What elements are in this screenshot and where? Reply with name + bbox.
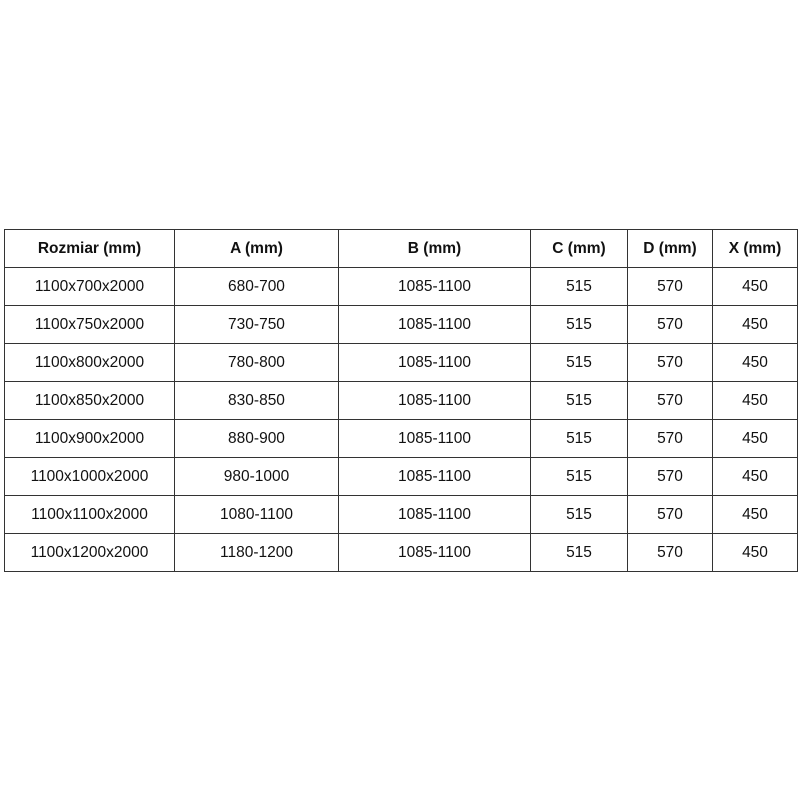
cell-c: 515 — [530, 343, 628, 382]
table-row: 1100x850x2000 830-850 1085-1100 515 570 450 — [4, 381, 798, 420]
cell-size: 1100x750x2000 — [4, 305, 175, 344]
table-row: 1100x1000x2000 980-1000 1085-1100 515 570 450 — [4, 457, 798, 496]
cell-size: 1100x1200x2000 — [4, 533, 175, 572]
cell-c: 515 — [530, 381, 628, 420]
cell-b: 1085-1100 — [338, 267, 531, 306]
cell-x: 450 — [712, 305, 798, 344]
cell-b: 1085-1100 — [338, 305, 531, 344]
cell-b: 1085-1100 — [338, 457, 531, 496]
table-row: 1100x700x2000 680-700 1085-1100 515 570 450 — [4, 267, 798, 306]
cell-c: 515 — [530, 419, 628, 458]
cell-a: 880-900 — [174, 419, 339, 458]
cell-d: 570 — [627, 305, 713, 344]
cell-c: 515 — [530, 457, 628, 496]
cell-a: 1180-1200 — [174, 533, 339, 572]
cell-b: 1085-1100 — [338, 495, 531, 534]
cell-d: 570 — [627, 267, 713, 306]
cell-d: 570 — [627, 343, 713, 382]
cell-a: 980-1000 — [174, 457, 339, 496]
cell-b: 1085-1100 — [338, 381, 531, 420]
cell-b: 1085-1100 — [338, 343, 531, 382]
cell-c: 515 — [530, 305, 628, 344]
table-row: 1100x1100x2000 1080-1100 1085-1100 515 570 45… — [4, 495, 798, 534]
cell-a: 830-850 — [174, 381, 339, 420]
table-row: 1100x1200x2000 1180-1200 1085-1100 515 570 45… — [4, 533, 798, 572]
cell-x: 450 — [712, 419, 798, 458]
column-header-c: C (mm) — [530, 229, 628, 268]
cell-a: 730-750 — [174, 305, 339, 344]
cell-b: 1085-1100 — [338, 533, 531, 572]
cell-d: 570 — [627, 495, 713, 534]
cell-x: 450 — [712, 343, 798, 382]
header-row: Rozmiar (mm) A (mm) B (mm) C (mm) D (mm) X (m… — [4, 229, 798, 268]
cell-a: 680-700 — [174, 267, 339, 306]
cell-d: 570 — [627, 457, 713, 496]
cell-size: 1100x850x2000 — [4, 381, 175, 420]
cell-size: 1100x1100x2000 — [4, 495, 175, 534]
cell-d: 570 — [627, 381, 713, 420]
cell-x: 450 — [712, 533, 798, 572]
cell-a: 1080-1100 — [174, 495, 339, 534]
cell-x: 450 — [712, 381, 798, 420]
column-header-x: X (mm) — [712, 229, 798, 268]
column-header-d: D (mm) — [627, 229, 713, 268]
cell-b: 1085-1100 — [338, 419, 531, 458]
table-row: 1100x750x2000 730-750 1085-1100 515 570 450 — [4, 305, 798, 344]
cell-x: 450 — [712, 457, 798, 496]
cell-c: 515 — [530, 267, 628, 306]
cell-d: 570 — [627, 533, 713, 572]
cell-x: 450 — [712, 267, 798, 306]
cell-size: 1100x700x2000 — [4, 267, 175, 306]
cell-c: 515 — [530, 533, 628, 572]
table-row: 1100x800x2000 780-800 1085-1100 515 570 450 — [4, 343, 798, 382]
cell-size: 1100x800x2000 — [4, 343, 175, 382]
column-header-size: Rozmiar (mm) — [4, 229, 175, 268]
table-row: 1100x900x2000 880-900 1085-1100 515 570 450 — [4, 419, 798, 458]
cell-size: 1100x900x2000 — [4, 419, 175, 458]
cell-size: 1100x1000x2000 — [4, 457, 175, 496]
cell-x: 450 — [712, 495, 798, 534]
cell-a: 780-800 — [174, 343, 339, 382]
column-header-b: B (mm) — [338, 229, 531, 268]
dimensions-table: Rozmiar (mm) A (mm) B (mm) C (mm) D (mm) X (m… — [4, 229, 798, 572]
cell-c: 515 — [530, 495, 628, 534]
cell-d: 570 — [627, 419, 713, 458]
column-header-a: A (mm) — [174, 229, 339, 268]
